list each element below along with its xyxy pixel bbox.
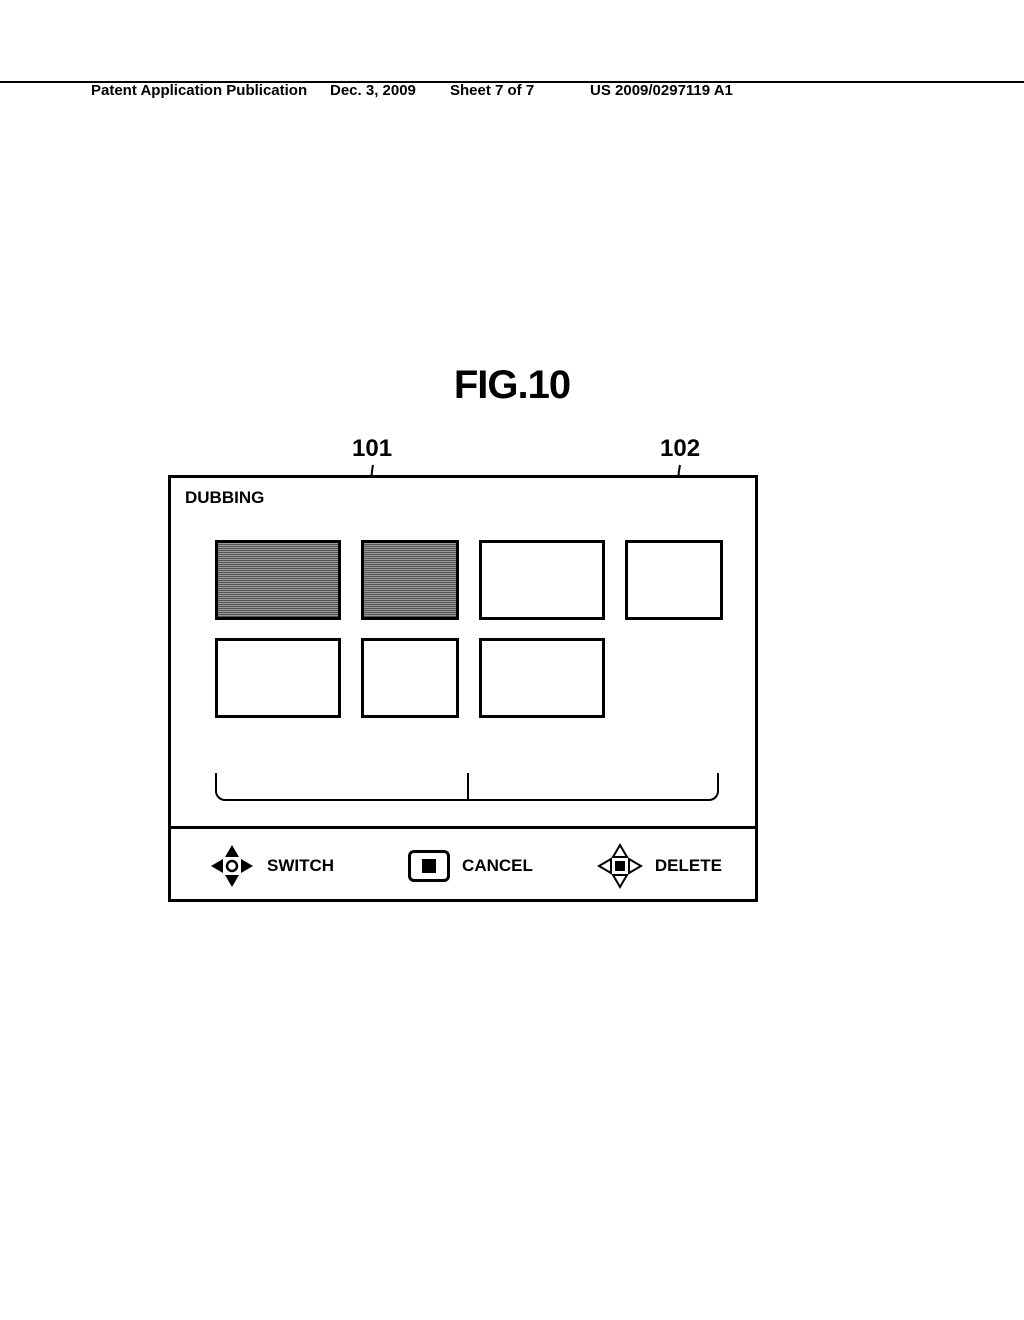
panel-title: DUBBING xyxy=(185,488,264,508)
thumbnail[interactable] xyxy=(625,540,723,620)
delete-button[interactable]: DELETE xyxy=(597,843,722,889)
thumbnail[interactable] xyxy=(479,638,605,718)
reference-101: 101 xyxy=(352,435,392,463)
dubbing-panel: DUBBING SWITCH xyxy=(168,475,758,902)
thumbnail-row-2 xyxy=(215,638,605,718)
switch-label: SWITCH xyxy=(267,856,334,876)
progress-divider xyxy=(467,773,469,799)
stop-icon xyxy=(408,850,450,882)
thumbnail[interactable] xyxy=(215,540,341,620)
dpad-filled-icon xyxy=(209,843,255,889)
thumbnail-row-1 xyxy=(215,540,723,620)
thumbnail[interactable] xyxy=(361,540,459,620)
switch-button[interactable]: SWITCH xyxy=(209,843,334,889)
figure-label: FIG.10 xyxy=(0,363,1024,408)
reference-102: 102 xyxy=(660,435,700,463)
cancel-label: CANCEL xyxy=(462,856,533,876)
publication-number: US 2009/0297119 A1 xyxy=(590,82,733,99)
thumbnail[interactable] xyxy=(479,540,605,620)
cancel-button[interactable]: CANCEL xyxy=(408,850,533,882)
progress-bar xyxy=(215,773,719,801)
dpad-outline-icon xyxy=(597,843,643,889)
publication-date: Dec. 3, 2009 xyxy=(330,82,416,99)
panel-footer: SWITCH CANCEL DELETE xyxy=(171,826,755,902)
thumbnail[interactable] xyxy=(215,638,341,718)
delete-label: DELETE xyxy=(655,856,722,876)
publication-label: Patent Application Publication xyxy=(91,82,307,99)
sheet-info: Sheet 7 of 7 xyxy=(450,82,534,99)
thumbnail[interactable] xyxy=(361,638,459,718)
